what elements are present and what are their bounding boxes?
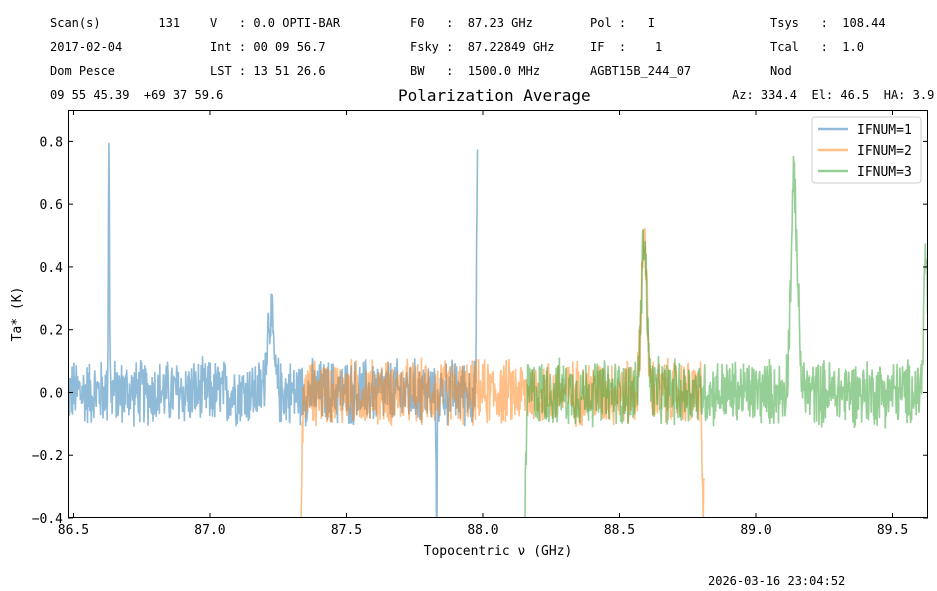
legend: IFNUM=1 IFNUM=2 IFNUM=3 [811, 116, 922, 184]
legend-label-1: IFNUM=1 [857, 123, 912, 138]
f0-label: F0 : 87.23 GHz [410, 16, 533, 30]
fsky-label: Fsky : 87.22849 GHz [410, 40, 555, 54]
x-axis-label: Topocentric ν (GHz) [424, 544, 573, 559]
legend-box [811, 116, 922, 184]
tsys-label: Tsys : 108.44 [770, 16, 886, 30]
series-layer [68, 142, 928, 518]
date-label: 2017-02-04 [50, 40, 123, 54]
y-tick-label: 0.0 [40, 386, 63, 401]
integration-label: Int : 00 09 56.7 [210, 40, 326, 54]
azel-label: Az: 334.4 El: 46.5 HA: 3.9 [732, 88, 935, 102]
x-tick-label: 89.5 [877, 523, 908, 538]
x-tick-label: 88.0 [467, 523, 498, 538]
pol-label: Pol : I [590, 16, 656, 30]
series-line-1 [68, 142, 479, 518]
bw-label: BW : 1500.0 MHz [410, 64, 541, 78]
project-label: AGBT15B_244_07 [590, 64, 692, 78]
y-axis-label: Ta* (K) [10, 287, 25, 342]
axis-layer: 86.5 87.0 87.5 88.0 88.5 89.0 89.5 −0.4 −0.2 0.0 0… [32, 110, 928, 538]
y-tick-label: −0.2 [32, 449, 63, 464]
x-tick-label: 87.5 [331, 523, 362, 538]
y-tick-label: 0.6 [40, 198, 63, 213]
chart-title: Polarization Average [398, 86, 591, 105]
coords-label: 09 55 45.39 +69 37 59.6 [50, 88, 224, 102]
y-tick-label: 0.8 [40, 135, 63, 150]
plot-frame [68, 110, 928, 518]
x-tick-label: 88.5 [604, 523, 635, 538]
y-tick-label: 0.4 [40, 261, 64, 276]
velocity-label: V : 0.0 OPTI-BAR [210, 16, 341, 30]
legend-label-2: IFNUM=2 [857, 144, 912, 159]
x-tick-label: 89.0 [740, 523, 771, 538]
procedure-label: Nod [770, 64, 792, 78]
legend-label-3: IFNUM=3 [857, 165, 912, 180]
observer-label: Dom Pesce [50, 64, 116, 78]
x-tick-label: 87.0 [194, 523, 225, 538]
timestamp: 2026-03-16 23:04:52 [708, 574, 846, 588]
if-label: IF : 1 [590, 40, 663, 54]
tcal-label: Tcal : 1.0 [770, 40, 864, 54]
y-tick-label: −0.4 [32, 512, 63, 527]
x-tick-label: 86.5 [58, 523, 89, 538]
y-tick-label: 0.2 [40, 324, 63, 339]
lst-label: LST : 13 51 26.6 [210, 64, 326, 78]
series-line-3 [524, 155, 928, 518]
scan-label: Scan(s) 131 [50, 16, 181, 30]
